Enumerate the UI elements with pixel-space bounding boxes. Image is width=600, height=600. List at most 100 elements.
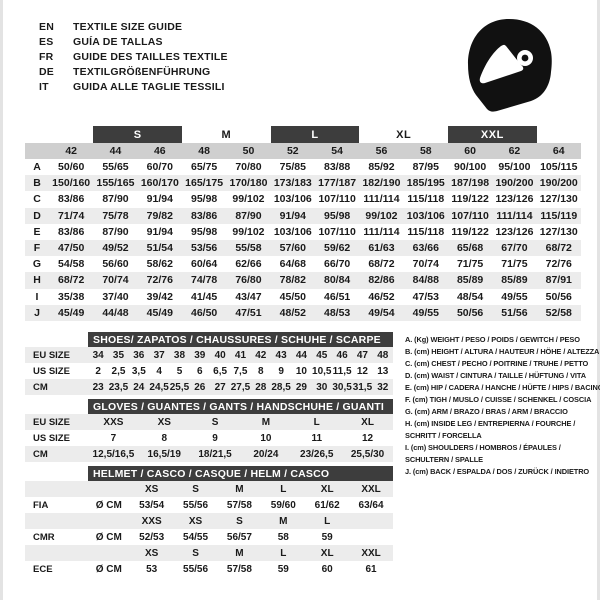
- shoes-cell: 44: [295, 349, 307, 361]
- helmet-rows: XS S M L XL XXL FIA Ø CM 53/54 55/56 57/58 59/60 61/…: [25, 481, 393, 577]
- helmet-standard-label: CMR: [33, 531, 55, 543]
- size-column-header: 58: [419, 145, 432, 157]
- helmet-measurement-cell: 56/57: [226, 531, 252, 543]
- shoes-cell: 40: [214, 349, 226, 361]
- gloves-section: GLOVES / GUANTES / GANTS / HANDSCHUHE / …: [25, 399, 393, 462]
- shoes-cell: 30: [316, 381, 328, 393]
- helmet-value-row: ECE Ø CM 53 55/56 57/58 59 60 61: [25, 561, 393, 577]
- shoes-rows: EU SIZE 34 35 36 37 38 39 40 41 42 43 44 45 46 47 48 US …: [25, 347, 393, 395]
- gloves-row-cells: 7 8 9 10 11 12: [88, 433, 393, 444]
- measurement-row-label: A: [33, 161, 41, 174]
- measurement-cell: 107/110: [318, 225, 356, 238]
- measurement-cell: 107/110: [451, 209, 489, 222]
- measurement-cell: 49/54: [368, 306, 395, 319]
- shoes-cell: 4: [156, 365, 162, 377]
- helmet-measurement-cell: 61: [365, 563, 377, 575]
- gloves-row-label: EU SIZE: [33, 416, 70, 428]
- helmet-size-label: S: [192, 483, 199, 495]
- helmet-measurement-cell: 59: [277, 563, 289, 575]
- measurement-cell: 56/60: [102, 258, 129, 271]
- measurement-cell: 44/48: [102, 306, 129, 319]
- gloves-cell: S: [211, 416, 219, 428]
- shoes-cell: 23: [92, 381, 104, 393]
- helmet-value-row: FIA Ø CM 53/54 55/56 57/58 59/60 61/62 63/64: [25, 497, 393, 513]
- helmet-value-row: CMR Ø CM 52/53 54/55 56/57 58 59: [25, 529, 393, 545]
- helmet-size-label: XL: [320, 547, 334, 559]
- measurement-cell: 48/54: [456, 290, 484, 303]
- shoes-row-label: EU SIZE: [33, 349, 70, 361]
- helmet-size-label: M: [235, 483, 244, 495]
- shoes-cell: 8: [258, 365, 264, 377]
- shoes-cell: 5: [176, 365, 183, 377]
- helmet-size-label: M: [279, 515, 288, 527]
- measurement-cell: 95/98: [191, 193, 218, 206]
- shoes-cell: 34: [92, 349, 104, 361]
- helmet-size-label: L: [280, 547, 287, 559]
- shoes-cell: 42: [255, 349, 267, 361]
- measurement-cell: 55/65: [102, 161, 129, 174]
- shoes-cell: 38: [173, 349, 186, 361]
- measurement-cell: 72/76: [146, 274, 173, 287]
- measurement-cell: 83/86: [58, 193, 85, 206]
- measurement-cell: 173/183: [273, 177, 312, 190]
- gloves-row: CM 12,5/16,5 16,5/19 18/21,5 20/24 23/26,5 25,…: [25, 446, 393, 462]
- gloves-rows: EU SIZE XXS XS S M L XL US SIZE 7 8 9 10 11 12 CM 12,5/…: [25, 414, 393, 462]
- gloves-row-cells: XXS XS S M L XL: [88, 417, 393, 428]
- measurement-row-label: I: [35, 290, 39, 303]
- measurement-cell: 85/89: [501, 274, 528, 287]
- gloves-cell: 12: [361, 432, 374, 444]
- size-column-header: 46: [153, 145, 166, 157]
- measurement-cell: 99/102: [365, 209, 398, 222]
- measurement-cell: 60/64: [191, 258, 218, 271]
- table-row: I 35/38 37/40 39/42 41/45 43/47 45/50 46/51 46/5…: [25, 289, 581, 305]
- shoes-row-label: CM: [33, 381, 48, 393]
- shoes-cell: 26: [194, 381, 206, 393]
- size-band-xxl: XXL: [448, 126, 537, 143]
- measurement-cell: 50/56: [545, 290, 572, 303]
- measurement-cell: 127/130: [539, 225, 578, 238]
- shoes-cell: 31,5: [352, 381, 373, 393]
- measurement-cell: 95/98: [191, 225, 218, 238]
- shoes-cell: 27: [214, 381, 226, 393]
- helmet-diameter-label: Ø CM: [95, 499, 122, 511]
- measurement-cell: 51/56: [501, 306, 528, 319]
- helmet-size-label: L: [280, 483, 287, 495]
- size-band-xl: XL: [396, 128, 412, 141]
- measurement-cell: 83/88: [323, 161, 351, 174]
- gloves-cell: 9: [212, 432, 218, 444]
- helmet-size-label: XS: [145, 483, 159, 495]
- table-row: J 45/49 44/48 45/49 46/50 47/51 48/52 48/53 49/5…: [25, 304, 581, 321]
- gloves-cell: XS: [157, 416, 171, 428]
- helmet-size-label: M: [235, 547, 244, 559]
- measurement-cell: 150/160: [52, 177, 91, 190]
- table-row: B 150/160 155/165 160/170 165/175 170/180 173/…: [25, 175, 581, 192]
- measurement-cell: 39/42: [146, 290, 173, 303]
- measurement-cell: 83/86: [58, 225, 85, 238]
- measurement-row-label: E: [33, 225, 41, 238]
- measurement-cell: 87/91: [545, 274, 572, 287]
- measurement-row-label: D: [33, 209, 41, 222]
- helmet-size-label: XS: [188, 515, 203, 527]
- legend-line: SCHRITT / FORCELLA: [405, 430, 482, 440]
- title-text-fr: GUIDE DES TAILLES TEXTILE: [73, 50, 228, 63]
- helmet-size-label: XL: [320, 483, 334, 495]
- size-band-row: S M L XL XXL: [25, 126, 581, 143]
- shoes-cell: 30,5: [332, 381, 352, 393]
- size-number-header-row: 42 44 46 48 50 52 54 56 58 60 62 64: [25, 143, 581, 159]
- helmet-size-row: XS S M L XL XXL: [25, 481, 393, 497]
- gloves-cell: L: [313, 416, 320, 428]
- measurement-sections: SHOES/ ZAPATOS / CHAUSSURES / SCHUHE / S…: [25, 332, 393, 581]
- measurement-cell: 190/200: [539, 177, 578, 190]
- gloves-cell: 10: [260, 432, 272, 444]
- measurement-cell: 95/98: [323, 209, 351, 222]
- measurement-cell: 115/119: [540, 209, 578, 222]
- shoes-cell: 37: [153, 349, 165, 361]
- shoes-cell: 13: [377, 365, 389, 377]
- measurement-cell: 84/88: [412, 274, 439, 287]
- helmet-size-label: S: [236, 515, 243, 527]
- measurement-cell: 170/180: [229, 177, 268, 190]
- shoes-row-cells: 2 2,5 3,5 4 5 6 6,5 7,5 8 9 10 10,5 11,5 12 13: [88, 366, 393, 377]
- measurement-row-label: F: [33, 242, 41, 255]
- measurement-cell: 37/40: [102, 290, 129, 303]
